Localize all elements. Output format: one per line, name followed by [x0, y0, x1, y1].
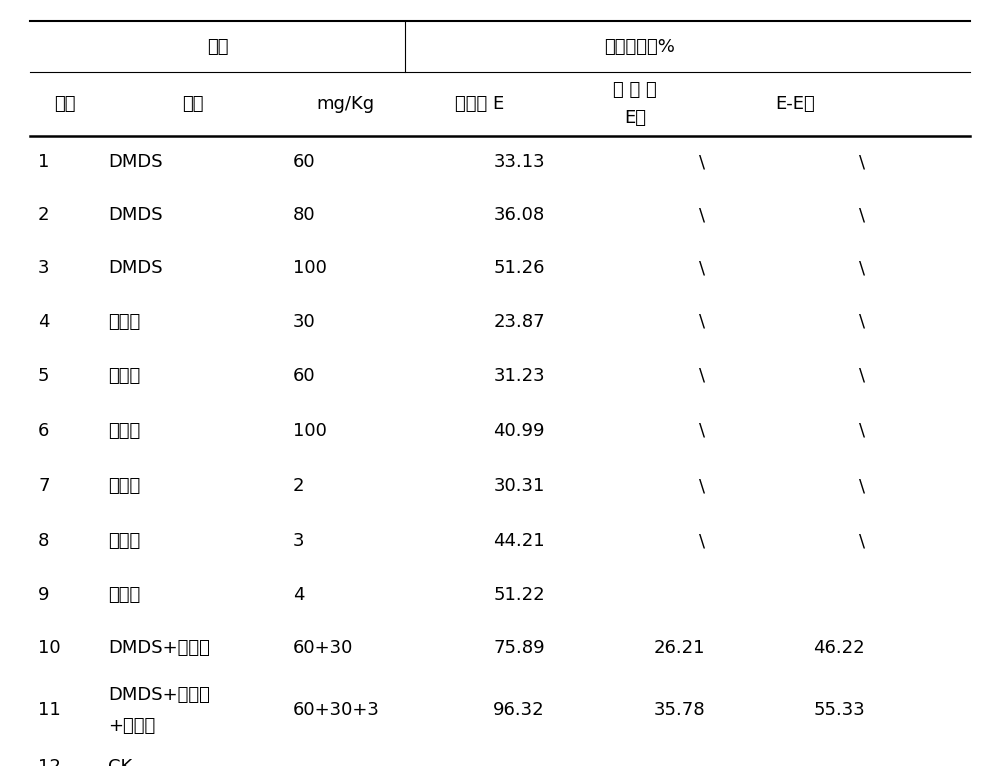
Text: 2: 2	[293, 477, 304, 495]
Text: \: \	[859, 313, 865, 331]
Text: CK: CK	[108, 758, 132, 766]
Text: 编号: 编号	[54, 95, 76, 113]
Text: \: \	[699, 367, 705, 385]
Text: DMDS: DMDS	[108, 206, 163, 224]
Text: 9: 9	[38, 586, 50, 604]
Text: \: \	[699, 477, 705, 495]
Text: 1: 1	[38, 153, 49, 172]
Text: \: \	[859, 260, 865, 277]
Text: \: \	[859, 532, 865, 550]
Text: 10: 10	[38, 640, 61, 657]
Text: 100: 100	[293, 260, 327, 277]
Text: 4: 4	[38, 313, 50, 331]
Text: 35.78: 35.78	[653, 702, 705, 719]
Text: DMDS+氯化苦: DMDS+氯化苦	[108, 686, 210, 704]
Text: 51.26: 51.26	[494, 260, 545, 277]
Text: 3: 3	[38, 260, 50, 277]
Text: \: \	[699, 313, 705, 331]
Text: \: \	[699, 532, 705, 550]
Text: 噻唑磷: 噻唑磷	[108, 532, 140, 550]
Text: 4: 4	[293, 586, 304, 604]
Text: \: \	[859, 153, 865, 172]
Text: 96.32: 96.32	[493, 702, 545, 719]
Text: 氯化苦: 氯化苦	[108, 313, 140, 331]
Text: 30: 30	[293, 313, 316, 331]
Text: +噻唑磷: +噻唑磷	[108, 717, 155, 735]
Text: 60+30+3: 60+30+3	[293, 702, 380, 719]
Text: 药剂: 药剂	[182, 95, 203, 113]
Text: 理 论 值: 理 论 值	[613, 81, 657, 99]
Text: \: \	[699, 260, 705, 277]
Text: E。: E。	[624, 109, 646, 127]
Text: DMDS: DMDS	[108, 153, 163, 172]
Text: 40.99: 40.99	[494, 422, 545, 440]
Text: 23.87: 23.87	[493, 313, 545, 331]
Text: 3: 3	[293, 532, 304, 550]
Text: 校正死亡率%: 校正死亡率%	[605, 38, 675, 56]
Text: 处理: 处理	[207, 38, 228, 56]
Text: 实际值 E: 实际值 E	[455, 95, 505, 113]
Text: 75.89: 75.89	[493, 640, 545, 657]
Text: DMDS+氯化苦: DMDS+氯化苦	[108, 640, 210, 657]
Text: 噻唑磷: 噻唑磷	[108, 586, 140, 604]
Text: 60+30: 60+30	[293, 640, 353, 657]
Text: \: \	[859, 206, 865, 224]
Text: 8: 8	[38, 532, 49, 550]
Text: 7: 7	[38, 477, 50, 495]
Text: 噻唑磷: 噻唑磷	[108, 477, 140, 495]
Text: 44.21: 44.21	[493, 532, 545, 550]
Text: 26.21: 26.21	[654, 640, 705, 657]
Text: 11: 11	[38, 702, 61, 719]
Text: \: \	[699, 206, 705, 224]
Text: 6: 6	[38, 422, 49, 440]
Text: 60: 60	[293, 153, 316, 172]
Text: 氯化苦: 氯化苦	[108, 367, 140, 385]
Text: \: \	[699, 153, 705, 172]
Text: \: \	[859, 422, 865, 440]
Text: 80: 80	[293, 206, 316, 224]
Text: 55.33: 55.33	[813, 702, 865, 719]
Text: 100: 100	[293, 422, 327, 440]
Text: \: \	[859, 477, 865, 495]
Text: 33.13: 33.13	[493, 153, 545, 172]
Text: \: \	[859, 367, 865, 385]
Text: 51.22: 51.22	[493, 586, 545, 604]
Text: mg/Kg: mg/Kg	[316, 95, 374, 113]
Text: 36.08: 36.08	[494, 206, 545, 224]
Text: 46.22: 46.22	[813, 640, 865, 657]
Text: DMDS: DMDS	[108, 260, 163, 277]
Text: 30.31: 30.31	[494, 477, 545, 495]
Text: 31.23: 31.23	[493, 367, 545, 385]
Text: 氯化苦: 氯化苦	[108, 422, 140, 440]
Text: 12: 12	[38, 758, 61, 766]
Text: 5: 5	[38, 367, 50, 385]
Text: 60: 60	[293, 367, 316, 385]
Text: \: \	[699, 422, 705, 440]
Text: E-E。: E-E。	[775, 95, 815, 113]
Text: 2: 2	[38, 206, 50, 224]
